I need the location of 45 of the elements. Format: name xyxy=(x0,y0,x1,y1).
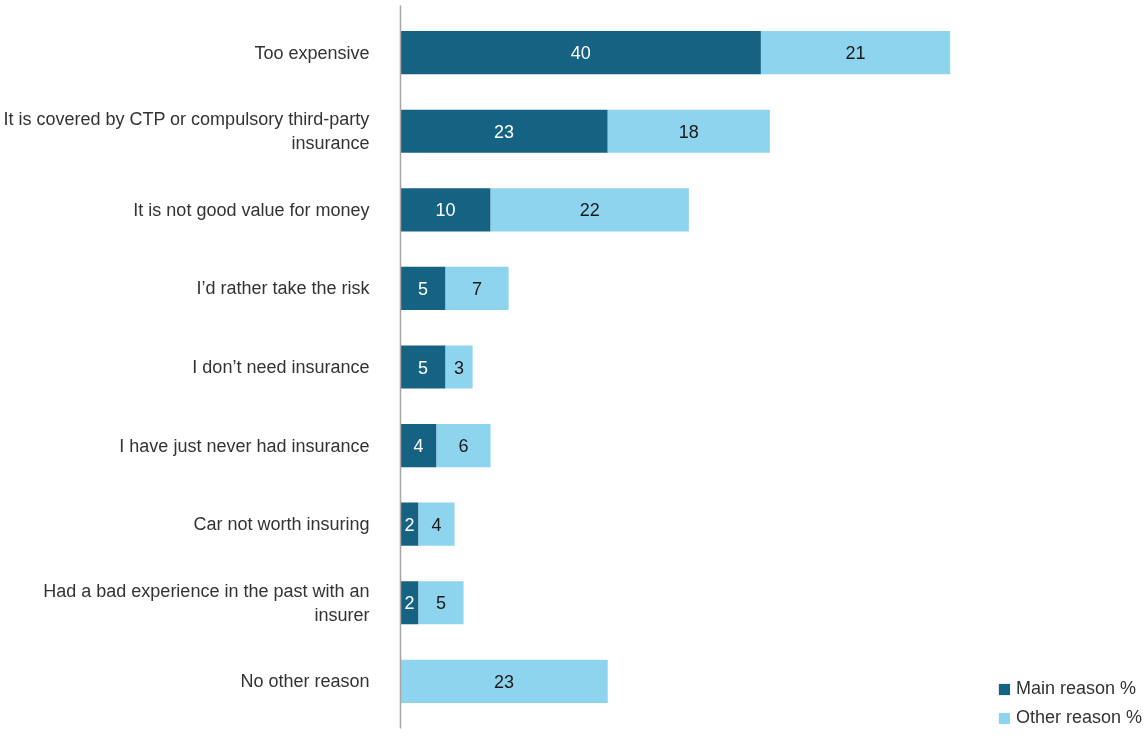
data-label: 2 xyxy=(404,593,415,614)
y-tick-label: Car not worth insuring xyxy=(193,514,370,535)
data-label: 5 xyxy=(418,357,429,378)
data-label: 5 xyxy=(418,278,429,299)
data-label: 18 xyxy=(678,121,699,142)
bar xyxy=(400,345,446,389)
bar xyxy=(607,109,770,153)
bar xyxy=(418,581,464,625)
y-tick-label: Too expensive xyxy=(254,42,370,63)
bar xyxy=(400,31,761,75)
y-tick-label: Had a bad experience in the past with an insurer xyxy=(43,580,370,625)
bar xyxy=(400,109,608,153)
legend-label: Other reason % xyxy=(1015,707,1142,728)
data-label: 23 xyxy=(494,671,515,692)
legend-label: Main reason % xyxy=(1015,678,1136,699)
bar xyxy=(436,423,491,468)
data-label: 4 xyxy=(431,514,442,535)
bar xyxy=(400,659,608,703)
y-tick-label: It is not good value for money xyxy=(133,199,370,220)
bar xyxy=(445,345,473,389)
bar xyxy=(400,581,419,625)
bar xyxy=(400,502,419,546)
y-tick-label: I have just never had insurance xyxy=(119,435,370,456)
data-label: 21 xyxy=(845,43,866,64)
bar xyxy=(445,266,509,311)
bar xyxy=(490,188,689,232)
y-tick-label: No other reason xyxy=(240,671,370,692)
bar xyxy=(400,423,437,468)
data-label: 5 xyxy=(436,593,447,614)
data-label: 23 xyxy=(494,121,515,142)
data-label: 40 xyxy=(570,43,591,64)
bar xyxy=(418,502,455,546)
bar xyxy=(400,266,446,311)
data-label: 2 xyxy=(404,514,415,535)
data-label: 10 xyxy=(435,200,456,221)
y-tick-label: I’d rather take the risk xyxy=(196,278,371,299)
bar xyxy=(760,31,951,75)
data-label: 22 xyxy=(579,200,600,221)
y-tick-label: It is covered by CTP or compulsory third-party insurance xyxy=(3,109,370,154)
y-tick-label: I don’t need insurance xyxy=(192,357,370,377)
data-label: 7 xyxy=(472,278,483,299)
data-label: 4 xyxy=(413,436,424,457)
bar xyxy=(400,188,491,232)
data-label: 6 xyxy=(458,436,469,457)
data-label: 3 xyxy=(454,357,465,378)
